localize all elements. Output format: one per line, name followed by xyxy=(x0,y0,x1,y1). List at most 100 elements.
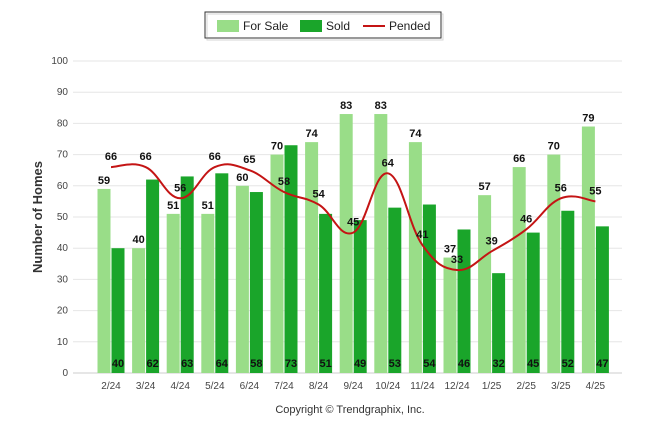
x-tick-label: 1/25 xyxy=(482,381,502,392)
bar-for-sale xyxy=(97,188,111,373)
bar-sold xyxy=(180,176,194,373)
label-pended: 56 xyxy=(174,182,186,194)
label-pended: 56 xyxy=(555,182,567,194)
legend-label-pended: Pended xyxy=(389,19,430,33)
bar-sold xyxy=(215,173,229,373)
x-tick-label: 5/24 xyxy=(205,381,225,392)
label-sold: 45 xyxy=(527,358,539,370)
bar-sold xyxy=(111,248,125,373)
x-tick-label: 3/25 xyxy=(551,381,571,392)
y-tick-label: 100 xyxy=(51,56,68,67)
y-tick-label: 30 xyxy=(57,274,69,285)
x-tick-label: 10/24 xyxy=(375,381,400,392)
label-pended: 66 xyxy=(139,151,151,163)
bar-sold xyxy=(457,229,471,373)
y-tick-label: 10 xyxy=(57,337,69,348)
y-tick-label: 0 xyxy=(62,368,68,379)
bar-for-sale xyxy=(443,257,457,373)
bar-sold xyxy=(561,210,575,373)
label-pended: 66 xyxy=(105,151,117,163)
bar-for-sale xyxy=(478,195,492,373)
bar-for-sale xyxy=(581,126,595,374)
bar-for-sale xyxy=(408,142,422,373)
label-pended: 65 xyxy=(243,154,255,166)
y-axis-ticks: 0 10 20 30 40 50 60 70 80 90 100 xyxy=(51,56,68,379)
x-tick-label: 4/24 xyxy=(170,381,190,392)
bar-sold xyxy=(284,145,298,373)
x-tick-label: 7/24 xyxy=(274,381,294,392)
label-pended: 41 xyxy=(416,229,428,241)
label-sold: 46 xyxy=(458,358,470,370)
label-sold: 32 xyxy=(492,358,504,370)
bar-for-sale xyxy=(547,154,561,373)
label-pended: 64 xyxy=(382,157,395,169)
legend-swatch-sold xyxy=(300,20,322,32)
legend: For Sale Sold Pended xyxy=(204,11,444,41)
bar-series xyxy=(97,114,609,374)
label-for-sale: 51 xyxy=(167,200,179,212)
label-for-sale: 57 xyxy=(478,181,490,193)
label-for-sale: 83 xyxy=(375,100,387,112)
bar-for-sale xyxy=(305,142,319,373)
legend-box xyxy=(204,11,442,39)
label-for-sale: 70 xyxy=(548,141,560,153)
label-for-sale: 37 xyxy=(444,244,456,256)
label-sold: 52 xyxy=(562,358,574,370)
label-sold: 53 xyxy=(389,358,401,370)
label-sold: 63 xyxy=(181,358,193,370)
label-for-sale: 66 xyxy=(513,153,525,165)
label-for-sale: 79 xyxy=(582,113,594,125)
x-tick-label: 8/24 xyxy=(309,381,329,392)
x-tick-label: 3/24 xyxy=(136,381,156,392)
label-sold: 49 xyxy=(354,358,366,370)
x-axis-ticks: 2/24 3/24 4/24 5/24 6/24 7/24 8/24 9/24 10/24 11/… xyxy=(101,381,605,392)
bar-for-sale xyxy=(270,154,284,373)
y-tick-label: 90 xyxy=(57,87,69,98)
pended-line xyxy=(110,163,596,272)
label-for-sale: 74 xyxy=(409,128,422,140)
bar-sold xyxy=(353,220,367,373)
y-tick-label: 60 xyxy=(57,181,69,192)
legend-label-for-sale: For Sale xyxy=(243,19,289,33)
label-sold: 64 xyxy=(216,358,229,370)
copyright-text: Copyright © Trendgraphix, Inc. xyxy=(275,404,424,416)
bar-for-sale xyxy=(132,248,146,373)
x-tick-label: 6/24 xyxy=(240,381,260,392)
x-tick-label: 12/24 xyxy=(444,381,469,392)
x-tick-label: 11/24 xyxy=(410,381,435,392)
y-axis-title: Number of Homes xyxy=(30,161,45,273)
label-sold: 47 xyxy=(596,358,608,370)
label-sold: 62 xyxy=(146,358,158,370)
bar-sold xyxy=(492,273,506,373)
label-for-sale: 70 xyxy=(271,141,283,153)
label-sold: 58 xyxy=(250,358,262,370)
bar-for-sale xyxy=(201,213,215,373)
bar-for-sale xyxy=(339,114,353,373)
label-sold: 51 xyxy=(319,358,331,370)
y-tick-label: 70 xyxy=(57,150,69,161)
label-for-sale: 59 xyxy=(98,175,110,187)
y-tick-label: 80 xyxy=(57,118,69,129)
label-pended: 33 xyxy=(451,254,463,266)
label-pended: 54 xyxy=(312,189,325,201)
bar-sold xyxy=(249,192,263,373)
label-sold: 40 xyxy=(112,358,124,370)
bar-sold xyxy=(146,179,160,373)
label-for-sale: 40 xyxy=(132,234,144,246)
data-labels: 59 40 66 40 62 66 51 63 56 51 64 66 60 58 65 70 73 58 74 51… xyxy=(98,100,609,370)
label-pended: 58 xyxy=(278,176,290,188)
x-tick-label: 9/24 xyxy=(343,381,363,392)
bar-for-sale xyxy=(235,185,249,373)
label-sold: 73 xyxy=(285,358,297,370)
legend-swatch-for-sale xyxy=(217,20,239,32)
y-tick-label: 50 xyxy=(57,212,69,223)
bar-sold xyxy=(319,213,333,373)
bar-for-sale xyxy=(512,167,526,373)
x-tick-label: 4/25 xyxy=(586,381,606,392)
label-pended: 45 xyxy=(347,217,359,229)
y-tick-label: 40 xyxy=(57,243,69,254)
bar-sold xyxy=(595,226,609,373)
legend-shadow xyxy=(206,13,444,41)
